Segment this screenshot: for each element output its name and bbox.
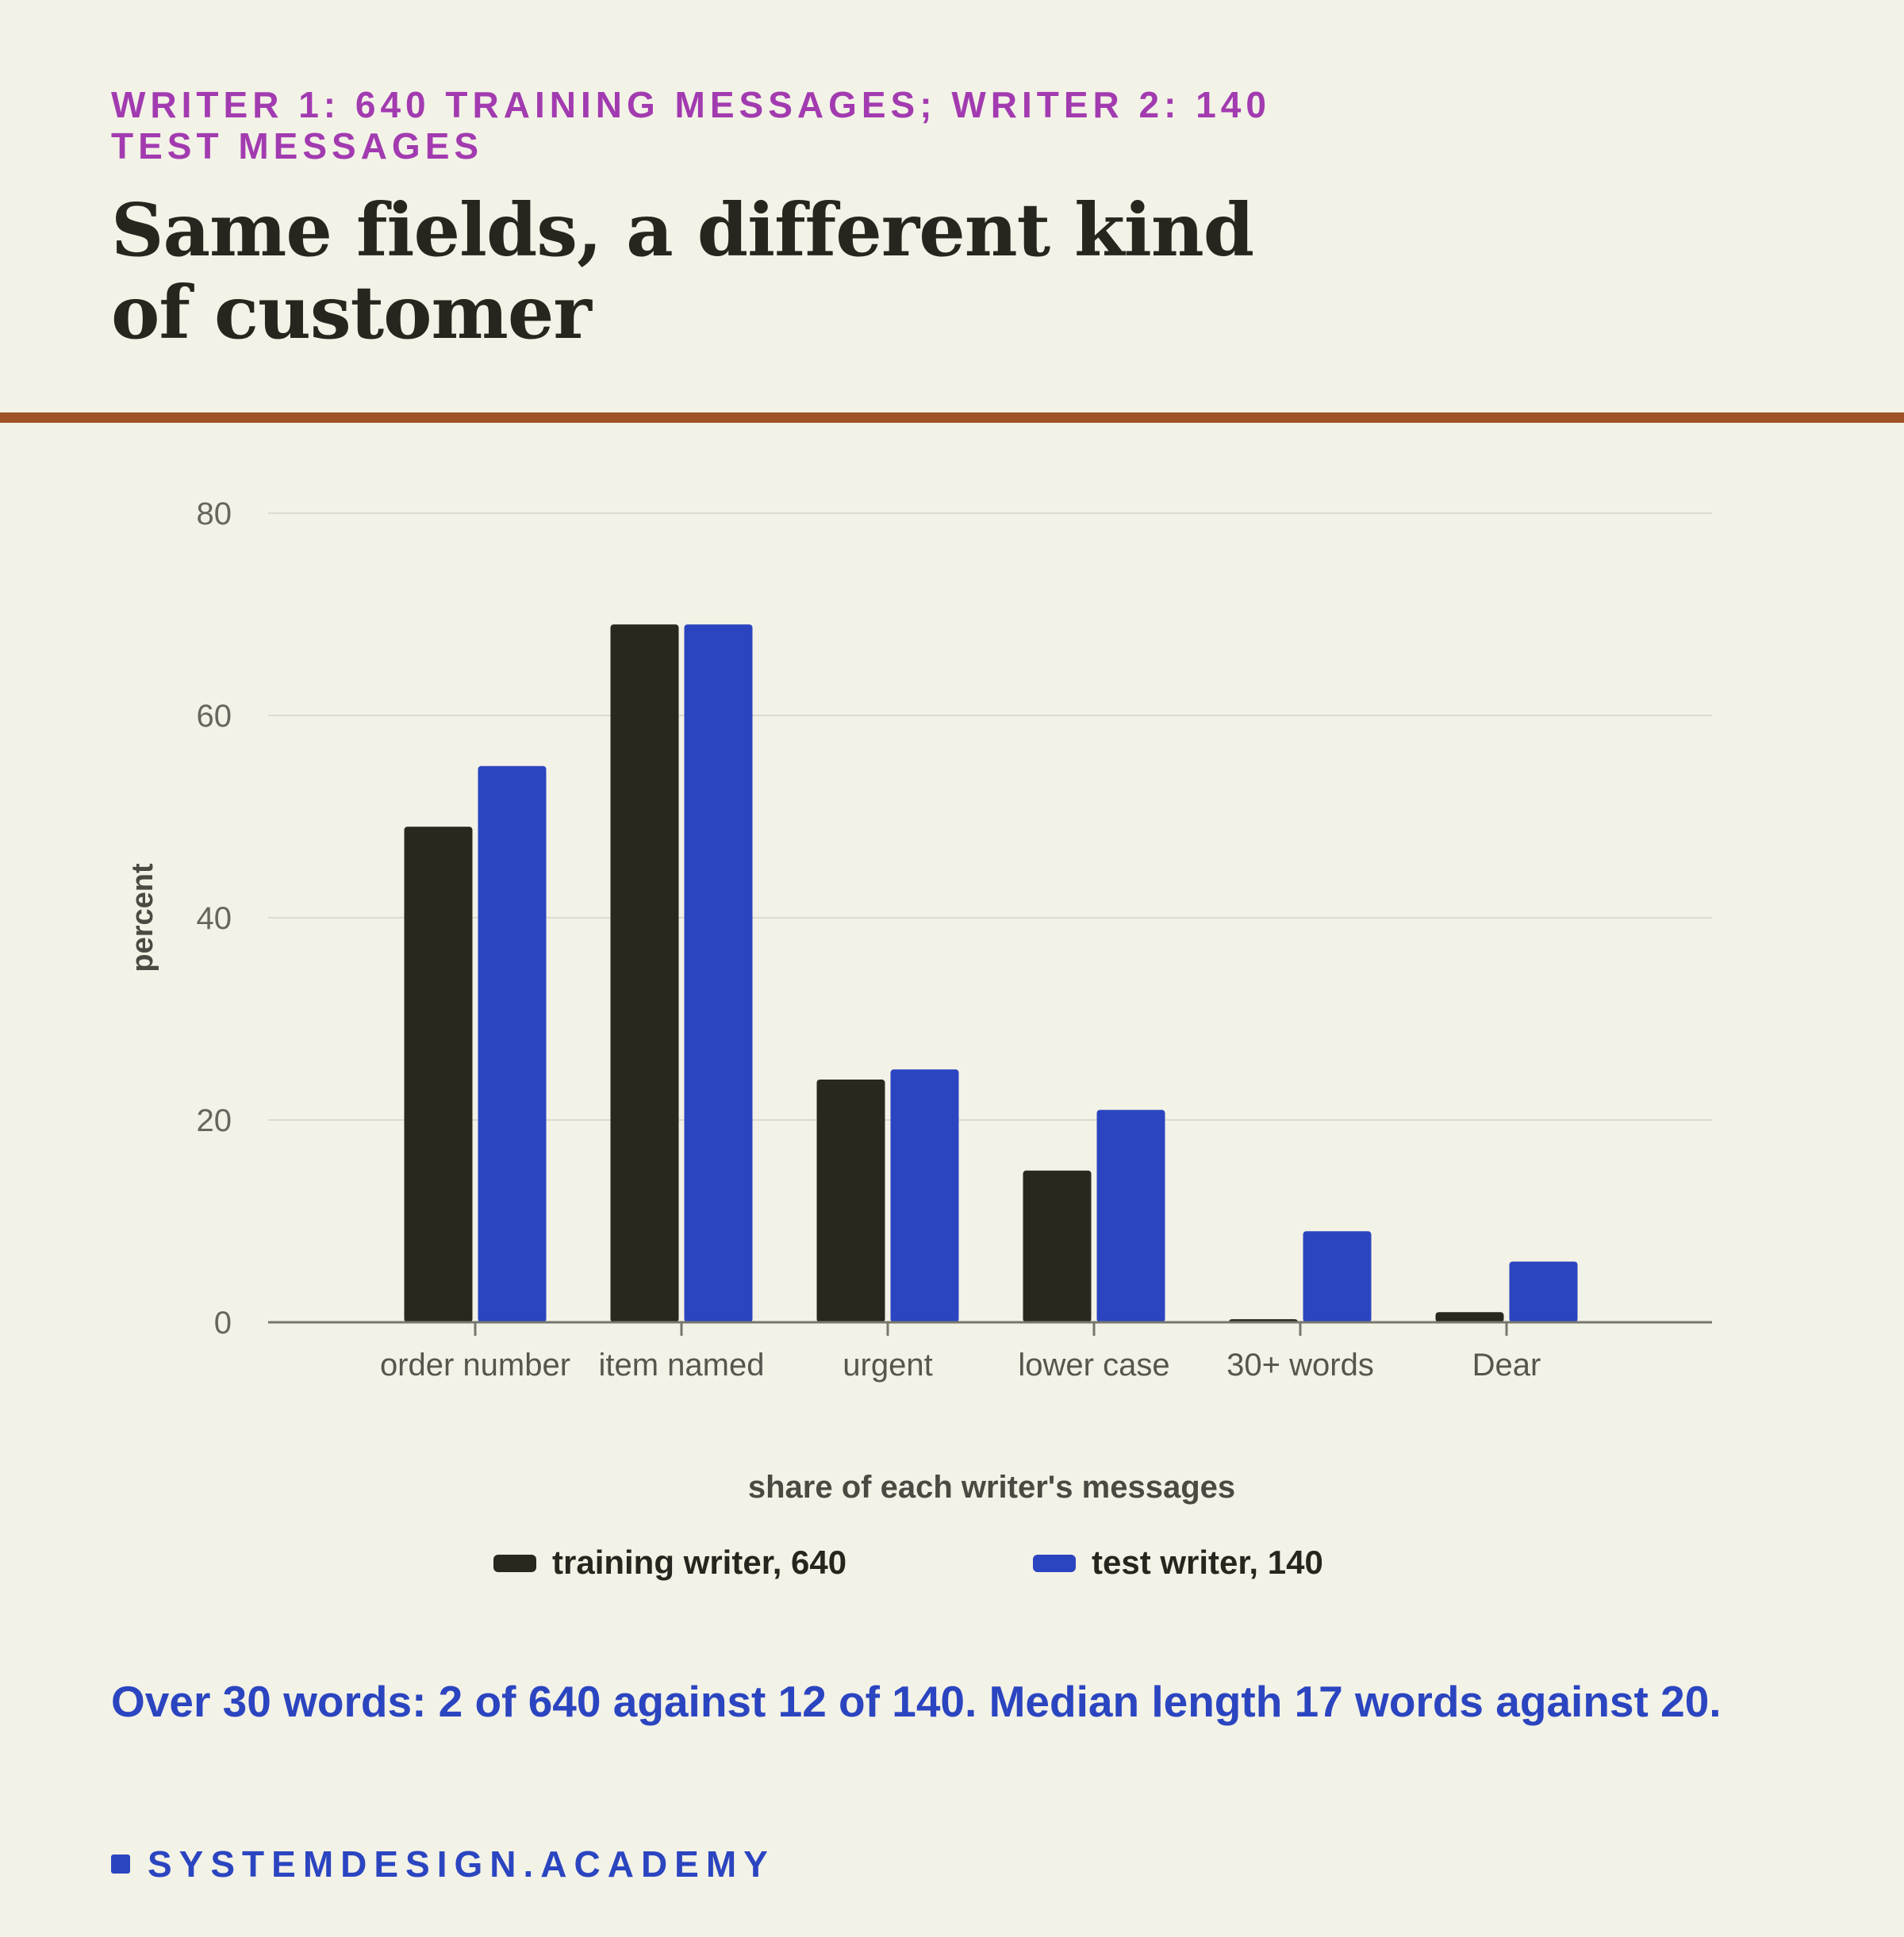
y-tick-label: 80 <box>197 497 232 531</box>
x-tick-label: lower case <box>1018 1348 1169 1383</box>
bar-training-3 <box>1023 1170 1092 1322</box>
x-tick-label: Dear <box>1472 1348 1541 1383</box>
y-tick-label: 20 <box>197 1103 232 1138</box>
brand: SYSTEMDESIGN.ACADEMY <box>111 1842 775 1886</box>
bar-test-2 <box>890 1069 959 1322</box>
legend-label: training writer, 640 <box>552 1544 846 1581</box>
y-tick-label: 0 <box>214 1306 232 1341</box>
brand-name: SYSTEMDESIGN.ACADEMY <box>148 1843 775 1885</box>
x-tick-label: item named <box>599 1348 765 1383</box>
bar-test-0 <box>478 765 547 1322</box>
y-tick-label: 40 <box>197 901 232 936</box>
bar-test-1 <box>684 624 753 1322</box>
legend-label: test writer, 140 <box>1092 1544 1323 1581</box>
bar-test-3 <box>1096 1110 1165 1322</box>
bar-training-5 <box>1435 1312 1504 1322</box>
legend: training writer, 640 test writer, 140 <box>493 1544 1323 1581</box>
chart-eyebrow: Writer 1: 640 training messages; Writer … <box>111 84 1271 167</box>
bar-test-5 <box>1509 1261 1578 1322</box>
x-tick-label: 30+ words <box>1226 1348 1374 1383</box>
x-tick-label: order number <box>380 1348 570 1383</box>
legend-swatch <box>1033 1555 1076 1572</box>
chart-title: Same fields, a different kind of custome… <box>111 187 1254 355</box>
bar-chart: 0 20 40 60 80 order number item named urgent lo… <box>126 497 1712 1581</box>
x-axis-label: share of each writer's messages <box>748 1470 1235 1505</box>
footnote: Over 30 words: 2 of 640 against 12 of 14… <box>111 1677 1722 1726</box>
legend-swatch <box>493 1555 536 1572</box>
y-tick-labels: 0 20 40 60 80 <box>197 497 232 1341</box>
brand-square-icon <box>111 1855 130 1874</box>
bar-training-0 <box>404 827 473 1322</box>
y-axis-label: percent <box>126 863 159 972</box>
bar-test-4 <box>1303 1231 1372 1322</box>
bar-training-2 <box>816 1080 885 1322</box>
bar-training-1 <box>610 624 679 1322</box>
y-tick-label: 60 <box>197 699 232 734</box>
x-tick-label: urgent <box>843 1348 932 1383</box>
bars <box>404 624 1578 1322</box>
header-divider <box>0 412 1904 423</box>
x-tick-labels: order number item named urgent lower case 30… <box>380 1322 1541 1383</box>
